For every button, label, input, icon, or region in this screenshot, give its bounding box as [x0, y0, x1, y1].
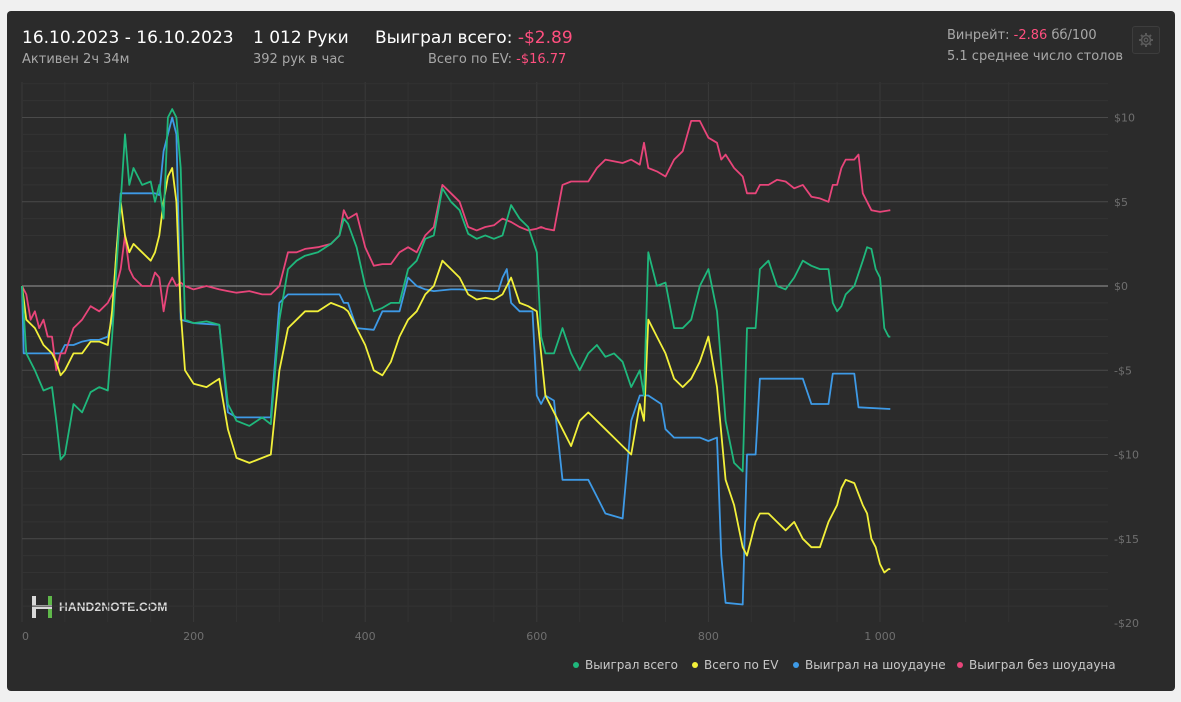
- y-tick-label: $10: [1114, 112, 1135, 125]
- legend-ev-label: Всего по EV: [704, 658, 779, 672]
- legend-nonshowdown-label: Выиграл без шоудауна: [969, 658, 1116, 672]
- active-time: Активен 2ч 34м: [22, 52, 130, 67]
- logo-text: HAND2NOTE.COM: [59, 600, 168, 614]
- hand2note-logo: HAND2NOTE.COM: [31, 595, 168, 619]
- ev-value: -$16.77: [516, 52, 567, 67]
- winrate-unit: бб/100: [1051, 28, 1097, 43]
- ev-label: Всего по EV:: [428, 52, 512, 67]
- legend-won-dot: [573, 661, 579, 668]
- legend-ev[interactable]: Всего по EV: [692, 658, 778, 672]
- x-tick-label: 200: [183, 630, 204, 643]
- x-tick-label: 400: [355, 630, 376, 643]
- legend-showdown-label: Выиграл на шоудауне: [805, 658, 946, 672]
- won-total: Выиграл всего: -$2.89: [375, 28, 573, 48]
- legend-nonshowdown[interactable]: Выиграл без шоудауна: [957, 658, 1116, 672]
- series-line-1: [21, 167, 891, 574]
- won-value: -$2.89: [517, 28, 573, 48]
- y-tick-label: $5: [1114, 196, 1128, 209]
- hands-total: 1 012 Руки: [253, 28, 349, 48]
- hands-per-hour: 392 рук в час: [253, 52, 345, 67]
- winrate-label: Винрейт:: [947, 28, 1010, 43]
- legend-nonshowdown-dot: [957, 661, 963, 668]
- y-tick-label: $0: [1114, 280, 1128, 293]
- x-tick-label: 800: [698, 630, 719, 643]
- y-tick-label: -$10: [1114, 449, 1139, 462]
- winrate-value: -2.86: [1013, 28, 1048, 43]
- ev-total: Всего по EV: -$16.77: [428, 52, 566, 67]
- date-range: 16.10.2023 - 16.10.2023: [22, 28, 234, 48]
- x-tick-label: 0: [22, 630, 29, 643]
- series-line-3: [21, 120, 891, 372]
- x-tick-label: 1 000: [864, 630, 896, 643]
- gear-icon: [1139, 33, 1153, 47]
- legend-won-label: Выиграл всего: [585, 658, 678, 672]
- y-tick-label: -$15: [1114, 533, 1139, 546]
- y-tick-label: -$5: [1114, 364, 1132, 377]
- legend-won[interactable]: Выиграл всего: [573, 658, 678, 672]
- won-label: Выиграл всего:: [375, 28, 513, 48]
- avg-tables: 5.1 среднее число столов: [947, 49, 1124, 64]
- series-line-0: [21, 108, 891, 473]
- graph-panel: 16.10.2023 - 16.10.2023 Активен 2ч 34м 1…: [7, 11, 1175, 691]
- settings-button[interactable]: [1132, 26, 1160, 54]
- h2n-logo-icon: [32, 596, 52, 618]
- x-tick-label: 600: [526, 630, 547, 643]
- series-line-2: [21, 116, 891, 606]
- y-tick-label: -$20: [1114, 617, 1139, 630]
- legend-ev-dot: [692, 661, 698, 668]
- legend-showdown[interactable]: Выиграл на шоудауне: [793, 658, 946, 672]
- legend-showdown-dot: [793, 661, 799, 668]
- winrate: Винрейт: -2.86 бб/100: [947, 28, 1097, 43]
